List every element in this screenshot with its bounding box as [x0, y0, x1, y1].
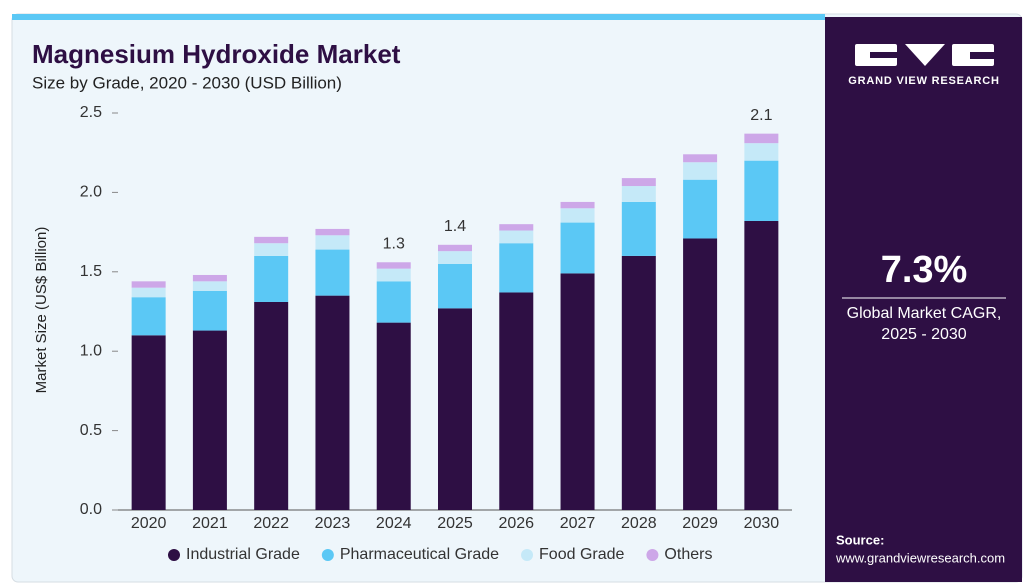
logo: [855, 44, 994, 66]
bar-segment: [192, 281, 227, 291]
bar-segment: [315, 295, 350, 510]
bar-segment: [560, 222, 595, 274]
bar-segment: [254, 243, 289, 256]
bar-segment: [254, 255, 289, 302]
bar-segment: [744, 133, 779, 144]
y-axis-label: Market Size (US$ Billion): [33, 227, 50, 394]
bar-segment: [560, 208, 595, 223]
bar-segment: [621, 186, 656, 202]
total-label: 1.3: [383, 235, 405, 252]
legend-marker: [168, 549, 180, 561]
x-tick-label: 2028: [621, 515, 657, 532]
bar-segment: [376, 281, 411, 323]
bar-segment: [131, 287, 166, 298]
x-tick-label: 2022: [253, 515, 289, 532]
bar-segment: [315, 228, 350, 236]
bar-segment: [192, 330, 227, 510]
bar-segment: [744, 143, 779, 161]
bar-segment: [315, 249, 350, 296]
bar-segment: [744, 220, 779, 510]
bar-segment: [621, 178, 656, 187]
bar-segment: [376, 322, 411, 510]
source-url: www.grandviewresearch.com: [835, 550, 1005, 565]
bar-segment: [131, 297, 166, 336]
legend-marker: [521, 549, 534, 561]
y-tick-label: 0.0: [80, 501, 102, 518]
bar-segment: [621, 201, 656, 256]
bar-segment: [438, 244, 472, 252]
legend-marker: [321, 549, 334, 561]
top-bar: [12, 14, 825, 20]
x-tick-label: 2027: [560, 515, 596, 532]
source-label: Source:: [836, 532, 884, 547]
cagr-label: 2025 - 2030: [881, 326, 967, 343]
bar-segment: [499, 224, 534, 231]
bar-segment: [254, 301, 289, 510]
bar-segment: [254, 236, 289, 244]
bar-segment: [560, 201, 595, 209]
chart-subtitle: Size by Grade, 2020 - 2030 (USD Billion): [32, 73, 342, 92]
bar-segment: [560, 273, 595, 510]
x-tick-label: 2024: [376, 515, 412, 532]
legend-marker: [646, 549, 659, 561]
bar-segment: [315, 235, 350, 250]
bar-segment: [683, 238, 718, 510]
legend-label: Others: [664, 546, 712, 563]
y-tick-label: 1.5: [80, 263, 102, 280]
legend-label: Food Grade: [539, 546, 624, 563]
bar-segment: [438, 251, 472, 264]
bar-segment: [499, 230, 534, 244]
bar-segment: [683, 162, 718, 180]
bar-segment: [621, 255, 656, 510]
bar-segment: [131, 281, 166, 288]
bar-segment: [744, 160, 779, 221]
bar-segment: [376, 268, 411, 282]
x-tick-label: 2025: [437, 515, 473, 532]
x-tick-label: 2023: [315, 515, 351, 532]
bar-segment: [131, 335, 166, 510]
bar-segment: [192, 274, 227, 282]
brand: GRAND VIEW RESEARCH: [848, 75, 1000, 87]
cagr-value: 7.3%: [881, 249, 968, 291]
bar-segment: [438, 308, 472, 510]
cagr-label: Global Market CAGR,: [847, 305, 1002, 322]
x-tick-label: 2029: [682, 515, 718, 532]
chart-title: Magnesium Hydroxide Market: [32, 39, 401, 69]
x-tick-label: 2020: [131, 515, 167, 532]
x-tick-label: 2030: [744, 515, 780, 532]
total-label: 1.4: [444, 218, 466, 235]
x-tick-label: 2026: [498, 515, 534, 532]
bar-segment: [376, 262, 411, 269]
bar-segment: [438, 263, 472, 309]
bar-segment: [683, 154, 718, 163]
bar-segment: [499, 292, 534, 510]
legend-label: Industrial Grade: [186, 546, 300, 563]
bar-segment: [499, 243, 534, 293]
y-tick-label: 1.0: [80, 342, 102, 359]
bar-segment: [683, 179, 718, 239]
legend-label: Pharmaceutical Grade: [340, 546, 499, 563]
side-panel: [825, 17, 1022, 582]
y-tick-label: 0.5: [80, 422, 102, 439]
bar-segment: [192, 290, 227, 331]
x-tick-label: 2021: [192, 515, 228, 532]
total-label: 2.1: [750, 107, 772, 124]
y-tick-label: 2.0: [80, 184, 102, 201]
y-tick-label: 2.5: [80, 104, 102, 121]
